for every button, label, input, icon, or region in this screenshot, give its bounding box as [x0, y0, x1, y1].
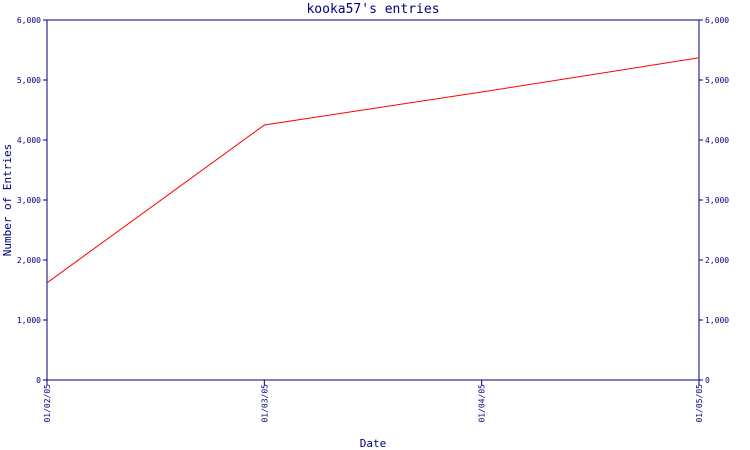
data-point	[46, 282, 48, 284]
y-tick-label-right: 0	[705, 376, 710, 385]
x-tick-label: 01/05/05	[695, 384, 704, 423]
y-tick-label-right: 1,000	[705, 316, 729, 325]
y-axis-label: Number of Entries	[1, 144, 14, 257]
y-axis-left: 0 1,000 2,000 3,000 4,000 5,000 6,000	[17, 16, 47, 385]
chart-title: kooka57's entries	[306, 2, 439, 17]
y-tick-label-right: 4,000	[705, 136, 729, 145]
y-tick-label-right: 6,000	[705, 16, 729, 25]
x-axis: 01/02/05 01/03/05 01/04/05 01/05/05	[43, 380, 704, 423]
y-tick-label-left: 6,000	[17, 16, 41, 25]
y-tick-label-left: 1,000	[17, 316, 41, 325]
y-tick-label-right: 2,000	[705, 256, 729, 265]
y-tick-label-left: 4,000	[17, 136, 41, 145]
x-tick-label: 01/04/05	[478, 384, 487, 423]
series-line	[46, 57, 700, 284]
plot-area-frame	[46, 19, 700, 381]
x-axis-label: Date	[360, 437, 387, 450]
y-tick-label-left: 2,000	[17, 256, 41, 265]
y-tick-label-left: 5,000	[17, 76, 41, 85]
x-tick-label: 01/03/05	[260, 384, 269, 423]
y-axis-right: 0 1,000 2,000 3,000 4,000 5,000 6,000	[699, 16, 729, 385]
y-tick-label-right: 3,000	[705, 196, 729, 205]
x-tick-label: 01/02/05	[43, 384, 52, 423]
y-tick-label-left: 0	[36, 376, 41, 385]
y-tick-label-right: 5,000	[705, 76, 729, 85]
series-group	[46, 57, 700, 284]
y-tick-label-left: 3,000	[17, 196, 41, 205]
data-point	[263, 124, 265, 126]
data-point	[698, 57, 700, 59]
data-point	[481, 91, 483, 93]
